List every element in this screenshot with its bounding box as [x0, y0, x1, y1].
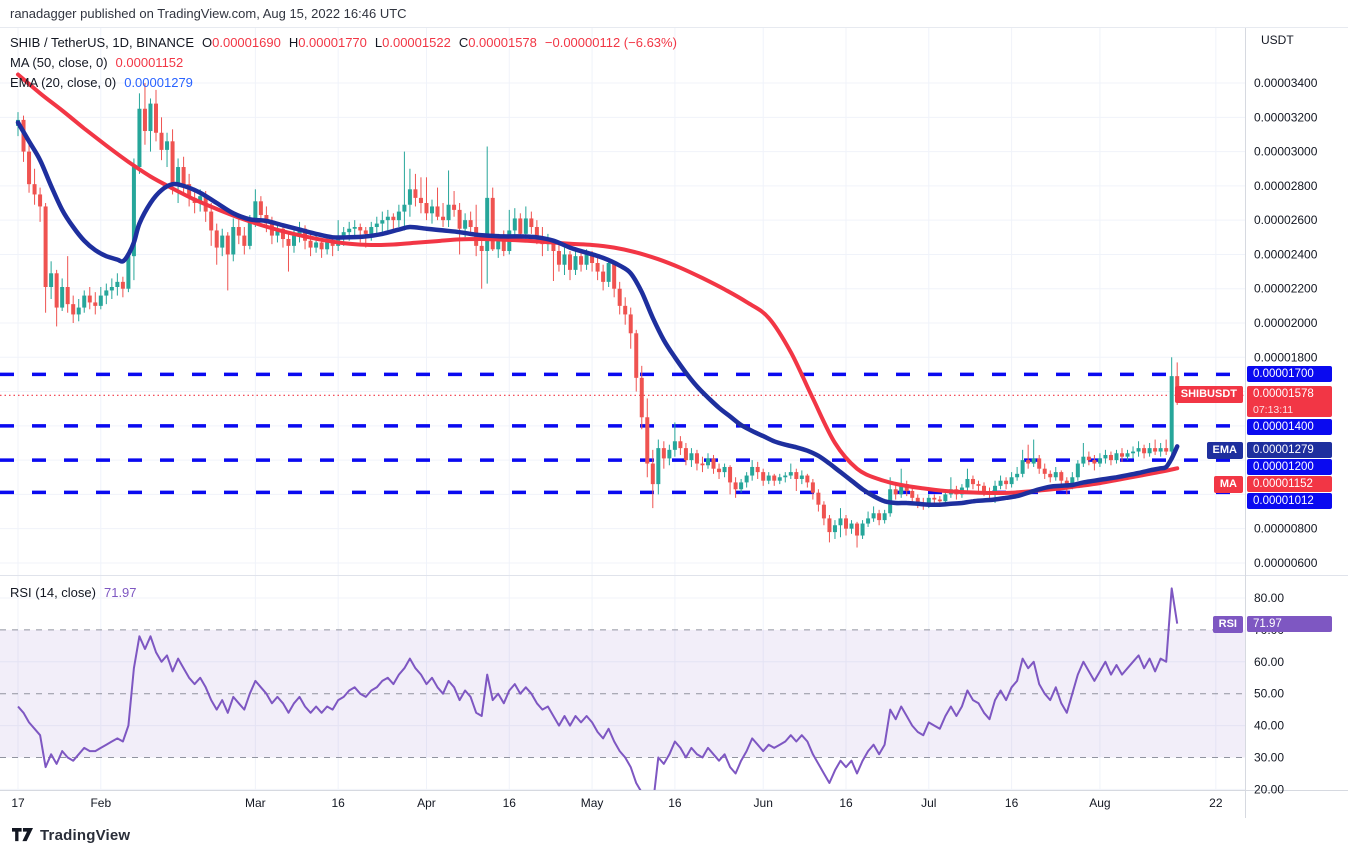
open-value: 0.00001690: [212, 34, 281, 50]
ohlc-low: L 0.00001522: [375, 35, 451, 50]
time-scale[interactable]: [0, 791, 1245, 818]
svg-text:0.00000800: 0.00000800: [1254, 522, 1318, 536]
svg-text:0.00001800: 0.00001800: [1254, 350, 1318, 364]
ma-label: MA (50, close, 0): [10, 54, 108, 70]
tradingview-logo-icon: [12, 828, 33, 842]
svg-text:Mar: Mar: [245, 796, 266, 810]
ohlc-high: H 0.00001770: [289, 35, 367, 50]
svg-text:Jul: Jul: [921, 796, 936, 810]
ema-value-label: 0.00001279: [1247, 442, 1332, 458]
svg-text:0.00003200: 0.00003200: [1254, 110, 1318, 124]
rsi-tag: RSI: [1212, 616, 1243, 633]
svg-text:16: 16: [503, 796, 517, 810]
rsi-legend: RSI (14, close) 71.97: [10, 582, 137, 602]
rsi-legend-row[interactable]: RSI (14, close) 71.97: [10, 582, 137, 602]
low-value: 0.00001522: [382, 34, 451, 50]
last-price-value: 0.00001578: [1253, 388, 1314, 400]
svg-text:0.00002200: 0.00002200: [1254, 282, 1318, 296]
high-key: H: [288, 34, 299, 50]
svg-text:16: 16: [839, 796, 853, 810]
svg-text:Aug: Aug: [1089, 796, 1110, 810]
svg-text:0.00003400: 0.00003400: [1254, 76, 1318, 90]
tradingview-brand-text: TradingView: [40, 826, 131, 844]
level-1012-label: 0.00001012: [1247, 493, 1332, 509]
svg-text:30.00: 30.00: [1254, 751, 1284, 765]
ohlc-open: O 0.00001690: [202, 35, 281, 50]
svg-text:Jun: Jun: [754, 796, 773, 810]
symbol-tag: SHIBUSDT: [1174, 386, 1243, 403]
svg-text:0.00002000: 0.00002000: [1254, 316, 1318, 330]
ma-legend-row[interactable]: MA (50, close, 0) 0.00001152: [10, 52, 677, 72]
change-value: −0.00000112 (−6.63%): [544, 34, 677, 50]
close-key: C: [458, 34, 469, 50]
svg-text:May: May: [581, 796, 604, 810]
price-scale-currency: USDT: [1261, 33, 1294, 47]
svg-text:0.00000600: 0.00000600: [1254, 556, 1318, 570]
low-key: L: [374, 34, 383, 50]
rsi-value: 71.97: [103, 584, 137, 600]
svg-text:Apr: Apr: [417, 796, 436, 810]
last-price-label: 0.00001578 07:13:11: [1247, 386, 1332, 417]
high-value: 0.00001770: [298, 34, 367, 50]
svg-text:16: 16: [668, 796, 682, 810]
symbol-legend-row[interactable]: SHIB / TetherUS, 1D, BINANCE O 0.00001690…: [10, 32, 677, 52]
tradingview-attribution[interactable]: TradingView: [12, 826, 130, 844]
rsi-value-label: 71.97: [1247, 616, 1332, 632]
publish-header: ranadagger published on TradingView.com,…: [0, 0, 1348, 28]
ma-value: 0.00001152: [115, 54, 184, 70]
ema-label: EMA (20, close, 0): [10, 74, 117, 90]
svg-text:50.00: 50.00: [1254, 687, 1284, 701]
open-key: O: [202, 34, 213, 50]
ma-tag: MA: [1213, 476, 1243, 493]
ema-value: 0.00001279: [124, 74, 193, 90]
rsi-label: RSI (14, close): [10, 584, 96, 600]
svg-text:40.00: 40.00: [1254, 719, 1284, 733]
svg-text:0.00002600: 0.00002600: [1254, 213, 1318, 227]
level-1400-label: 0.00001400: [1247, 419, 1332, 435]
ema-tag: EMA: [1206, 442, 1243, 459]
svg-text:0.00003000: 0.00003000: [1254, 145, 1318, 159]
level-1200-label: 0.00001200: [1247, 459, 1332, 475]
svg-text:0.00002800: 0.00002800: [1254, 179, 1318, 193]
svg-text:16: 16: [1005, 796, 1019, 810]
bar-countdown: 07:13:11: [1253, 404, 1294, 416]
level-1700-label: 0.00001700: [1247, 366, 1332, 382]
svg-text:80.00: 80.00: [1254, 591, 1284, 605]
attribution-text: ranadagger published on TradingView.com,…: [10, 6, 407, 21]
svg-text:16: 16: [331, 796, 345, 810]
svg-text:20.00: 20.00: [1254, 782, 1284, 796]
svg-text:22: 22: [1209, 796, 1223, 810]
close-value: 0.00001578: [468, 34, 537, 50]
svg-text:17: 17: [11, 796, 25, 810]
svg-text:Feb: Feb: [90, 796, 111, 810]
symbol-title: SHIB / TetherUS, 1D, BINANCE: [10, 34, 194, 50]
ema-legend-row[interactable]: EMA (20, close, 0) 0.00001279: [10, 72, 677, 92]
ohlc-close: C 0.00001578: [459, 35, 537, 50]
chart-legend: SHIB / TetherUS, 1D, BINANCE O 0.00001690…: [10, 32, 677, 92]
svg-text:60.00: 60.00: [1254, 655, 1284, 669]
svg-text:0.00002400: 0.00002400: [1254, 247, 1318, 261]
ma-value-label: 0.00001152: [1247, 476, 1332, 492]
